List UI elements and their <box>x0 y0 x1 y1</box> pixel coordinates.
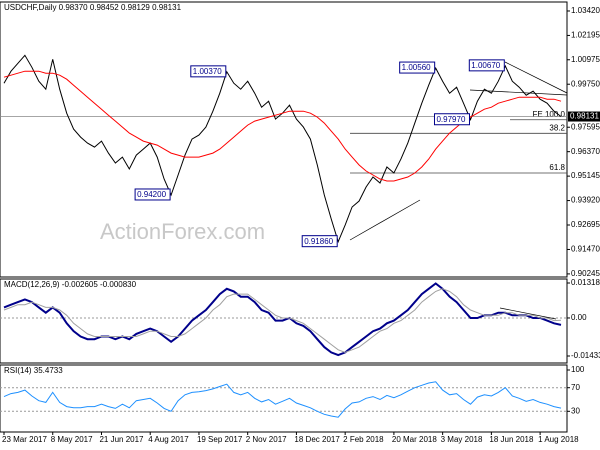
x-tick-label: 2 Feb 2018 <box>343 435 384 444</box>
last-price-label: 0.98131 <box>570 112 599 121</box>
annotation-box <box>433 113 470 126</box>
x-tick-label: 21 Jun 2017 <box>99 435 144 444</box>
annotation-label: 0.97970 <box>436 115 465 124</box>
y-tick-label: 0.97595 <box>571 122 600 131</box>
y-tick-label: 1.03420 <box>571 6 600 15</box>
x-tick-label: 18 Jun 2018 <box>489 435 534 444</box>
y-tick-label: 0.90245 <box>571 269 600 278</box>
trend-line <box>349 199 421 241</box>
series-line <box>3 381 562 418</box>
x-tick-label: 2 Nov 2017 <box>246 435 287 444</box>
panel-frame <box>0 278 568 364</box>
y-tick-label: 0.95145 <box>571 171 600 180</box>
series-line <box>3 282 562 357</box>
trend-line <box>469 89 568 96</box>
x-tick-label: 1 Aug 2018 <box>538 435 579 444</box>
y-tick-label: -0.014339 <box>571 351 600 360</box>
annotation-label: 1.00560 <box>402 63 431 72</box>
y-tick-label: 0.93920 <box>571 196 600 205</box>
annotation-label: 0.91860 <box>304 237 333 246</box>
panel-title: USDCHF,Daily 0.98370 0.98452 0.98129 0.9… <box>4 3 182 12</box>
x-tick-label: 3 May 2018 <box>441 435 483 444</box>
y-tick-label: 0.96370 <box>571 147 600 156</box>
series-line <box>3 288 562 353</box>
y-tick-label: 100 <box>571 365 585 374</box>
fib-label: 61.8 <box>549 163 565 172</box>
y-tick-label: 0.013184 <box>571 278 600 287</box>
y-tick-label: 0.99750 <box>571 79 600 88</box>
annotation-box <box>399 61 436 74</box>
panel-title: RSI(14) 35.4733 <box>4 366 63 375</box>
y-tick-label: 0.91470 <box>571 245 600 254</box>
y-tick-label: 0.00 <box>571 313 587 322</box>
annotation-box <box>468 59 505 72</box>
y-tick-label: 1.02195 <box>571 31 600 40</box>
fib-label: 38.2 <box>549 123 565 132</box>
annotation-label: 1.00370 <box>193 67 222 76</box>
trend-line <box>504 61 568 94</box>
annotation-label: 0.94200 <box>137 190 166 199</box>
x-tick-label: 4 Aug 2017 <box>148 435 189 444</box>
x-tick-label: 18 Dec 2017 <box>294 435 340 444</box>
x-tick-label: 23 Mar 2017 <box>2 435 47 444</box>
watermark: ActionForex.com <box>100 219 265 244</box>
annotation-box <box>134 188 171 201</box>
annotation-box <box>190 65 227 78</box>
x-tick-label: 19 Sep 2017 <box>197 435 243 444</box>
last-price-box <box>568 111 600 122</box>
y-tick-label: 1.00975 <box>571 55 600 64</box>
y-tick-label: 0.92695 <box>571 220 600 229</box>
panel-title: MACD(12,26,9) -0.002605 -0.000830 <box>4 280 137 289</box>
y-tick-label: 70 <box>571 383 580 392</box>
annotation-box <box>301 235 338 248</box>
y-tick-label: 30 <box>571 406 580 415</box>
annotation-label: 1.00670 <box>471 61 500 70</box>
panel-frame <box>0 1 568 278</box>
x-tick-label: 20 Mar 2018 <box>392 435 437 444</box>
fib-label: FE 100.0 <box>533 110 566 119</box>
trend-line <box>499 307 557 320</box>
panel-frame <box>0 364 568 433</box>
x-tick-label: 8 May 2017 <box>51 435 93 444</box>
